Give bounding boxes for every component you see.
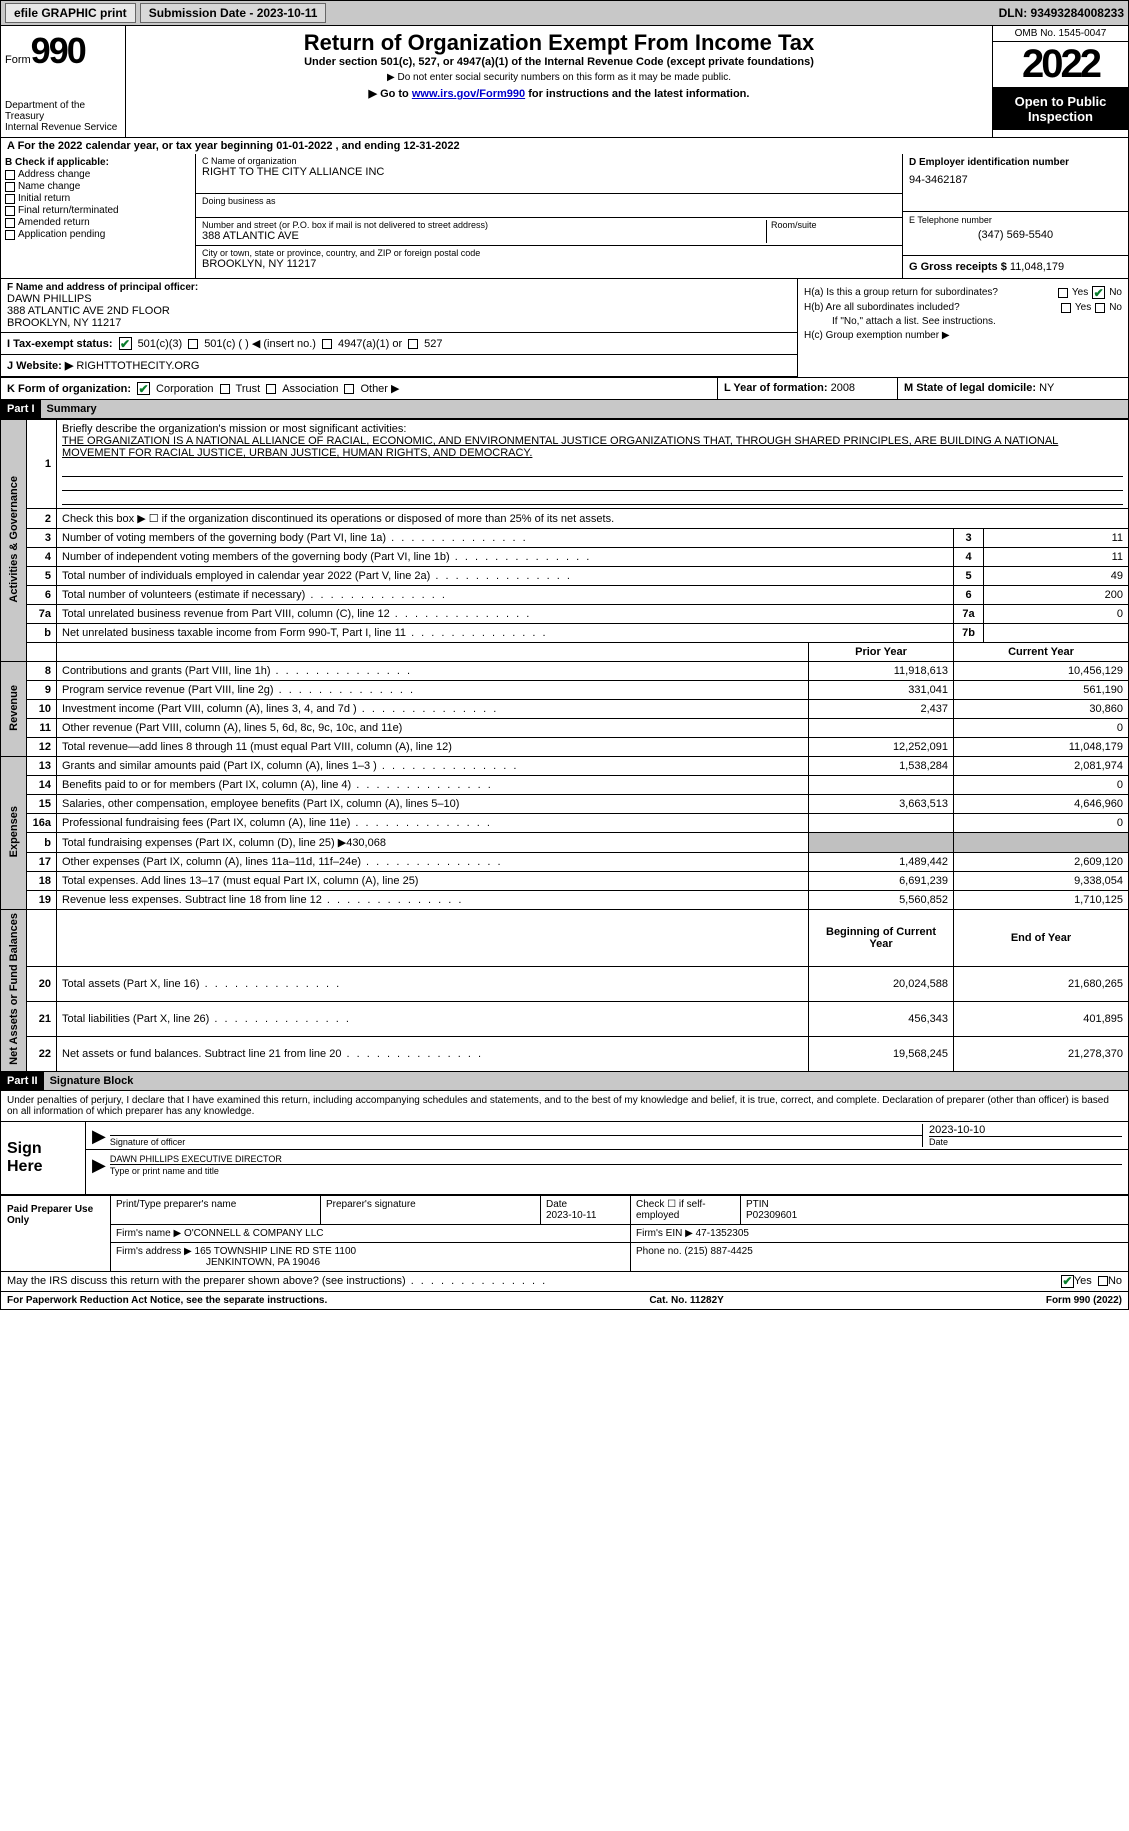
form-header: Form990 Department of the Treasury Inter… — [0, 26, 1129, 138]
chk-corp[interactable]: ✔ — [137, 382, 150, 395]
table-row: 3Number of voting members of the governi… — [1, 529, 1129, 548]
hb-no[interactable] — [1095, 303, 1105, 313]
table-row: 20Total assets (Part X, line 16)20,024,5… — [1, 967, 1129, 1002]
chk-assoc[interactable] — [266, 384, 276, 394]
efile-print-btn[interactable]: efile GRAPHIC print — [5, 3, 136, 23]
preparer-table: Paid Preparer Use Only Print/Type prepar… — [0, 1195, 1129, 1272]
phone: (347) 569-5540 — [909, 229, 1122, 241]
summary-table: Activities & Governance 1 Briefly descri… — [0, 419, 1129, 1072]
lower-block: F Name and address of principal officer:… — [0, 279, 1129, 378]
chk-trust[interactable] — [220, 384, 230, 394]
chk-other[interactable] — [344, 384, 354, 394]
box-h: H(a) Is this a group return for subordin… — [798, 279, 1128, 377]
table-row: 12Total revenue—add lines 8 through 11 (… — [1, 738, 1129, 757]
table-row: 21Total liabilities (Part X, line 26)456… — [1, 1001, 1129, 1036]
table-row: 14Benefits paid to or for members (Part … — [1, 776, 1129, 795]
box-c: C Name of organization RIGHT TO THE CITY… — [196, 154, 903, 278]
discuss-yes[interactable]: ✔ — [1061, 1275, 1074, 1288]
box-b: B Check if applicable: Address change Na… — [1, 154, 196, 278]
table-row: bNet unrelated business taxable income f… — [1, 624, 1129, 643]
chk-4947[interactable] — [322, 339, 332, 349]
table-row: 4Number of independent voting members of… — [1, 548, 1129, 567]
chk-initial[interactable] — [5, 194, 15, 204]
tax-status: I Tax-exempt status: ✔501(c)(3) 501(c) (… — [1, 333, 797, 355]
chk-address[interactable] — [5, 170, 15, 180]
discuss-no[interactable] — [1098, 1276, 1108, 1286]
officer: F Name and address of principal officer:… — [1, 279, 797, 333]
chk-501c3[interactable]: ✔ — [119, 337, 132, 350]
entity-block: B Check if applicable: Address change Na… — [0, 154, 1129, 279]
table-row: 10Investment income (Part VIII, column (… — [1, 700, 1129, 719]
arrow-icon: ▶ — [92, 1126, 106, 1147]
discuss-row: May the IRS discuss this return with the… — [0, 1272, 1129, 1292]
chk-final[interactable] — [5, 206, 15, 216]
korg-row: K Form of organization: ✔Corporation Tru… — [0, 378, 1129, 400]
chk-name[interactable] — [5, 182, 15, 192]
website: J Website: ▶ RIGHTTOTHECITY.ORG — [1, 355, 797, 377]
form-id: Form990 Department of the Treasury Inter… — [1, 26, 126, 137]
table-row: 11Other revenue (Part VIII, column (A), … — [1, 719, 1129, 738]
part2-header: Part II Signature Block — [0, 1072, 1129, 1091]
form-title: Return of Organization Exempt From Incom… — [134, 30, 984, 56]
chk-app[interactable] — [5, 230, 15, 240]
table-row: bTotal fundraising expenses (Part IX, co… — [1, 833, 1129, 853]
table-row: 19Revenue less expenses. Subtract line 1… — [1, 891, 1129, 910]
box-d-e-g: D Employer identification number 94-3462… — [903, 154, 1128, 278]
ha-no[interactable]: ✔ — [1092, 286, 1105, 299]
table-row: 9Program service revenue (Part VIII, lin… — [1, 681, 1129, 700]
form-title-block: Return of Organization Exempt From Incom… — [126, 26, 993, 137]
hb-yes[interactable] — [1061, 303, 1071, 313]
year-block: OMB No. 1545-0047 2022 Open to Public In… — [993, 26, 1128, 137]
signature-block: Under penalties of perjury, I declare th… — [0, 1091, 1129, 1195]
chk-527[interactable] — [408, 339, 418, 349]
footer: For Paperwork Reduction Act Notice, see … — [0, 1292, 1129, 1310]
submission-date: Submission Date - 2023-10-11 — [140, 3, 327, 23]
chk-501c[interactable] — [188, 339, 198, 349]
table-row: 5Total number of individuals employed in… — [1, 567, 1129, 586]
table-row: 17Other expenses (Part IX, column (A), l… — [1, 853, 1129, 872]
ha-yes[interactable] — [1058, 288, 1068, 298]
table-row: 15Salaries, other compensation, employee… — [1, 795, 1129, 814]
gross-receipts: 11,048,179 — [1010, 261, 1064, 273]
topbar: efile GRAPHIC print Submission Date - 20… — [0, 0, 1129, 26]
table-row: 7aTotal unrelated business revenue from … — [1, 605, 1129, 624]
mission: THE ORGANIZATION IS A NATIONAL ALLIANCE … — [62, 435, 1123, 459]
irs-link[interactable]: www.irs.gov/Form990 — [412, 88, 525, 100]
dln: DLN: 93493284008233 — [999, 6, 1124, 20]
part1-header: Part I Summary — [0, 400, 1129, 419]
org-name: RIGHT TO THE CITY ALLIANCE INC — [202, 166, 896, 178]
street: 388 ATLANTIC AVE — [202, 230, 762, 242]
table-row: 16aProfessional fundraising fees (Part I… — [1, 814, 1129, 833]
table-row: 22Net assets or fund balances. Subtract … — [1, 1036, 1129, 1071]
table-row: 18Total expenses. Add lines 13–17 (must … — [1, 872, 1129, 891]
table-row: 6Total number of volunteers (estimate if… — [1, 586, 1129, 605]
ein: 94-3462187 — [909, 174, 1122, 186]
chk-amended[interactable] — [5, 218, 15, 228]
arrow-icon: ▶ — [92, 1155, 106, 1176]
city: BROOKLYN, NY 11217 — [202, 258, 896, 270]
tax-period: A For the 2022 calendar year, or tax yea… — [0, 138, 1129, 154]
